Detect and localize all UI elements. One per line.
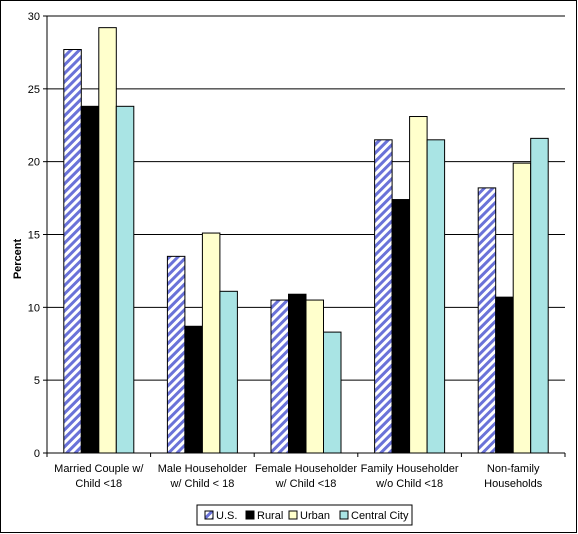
bar-u-s--1 xyxy=(166,255,186,454)
bar-central-city-4 xyxy=(530,137,549,454)
y-tick-label: 15 xyxy=(28,230,40,242)
bar-central-city-3 xyxy=(426,139,446,454)
legend-label: Central City xyxy=(351,510,409,522)
bar-rural-0 xyxy=(80,105,100,454)
bar-central-city-2 xyxy=(323,331,342,454)
y-tick-label: 0 xyxy=(34,448,40,460)
category-label: Married Couple w/ xyxy=(54,463,144,475)
legend-swatch-urban xyxy=(288,510,298,520)
bar-u-s--4 xyxy=(477,187,497,454)
bar-rural-1 xyxy=(184,325,203,454)
legend-label: Urban xyxy=(300,510,330,522)
bar-rural-3 xyxy=(391,199,411,454)
y-axis-title: Percent xyxy=(12,238,24,279)
category-label: w/ Child <18 xyxy=(275,478,337,490)
legend-swatch-u-s- xyxy=(204,510,214,520)
bar-urban-3 xyxy=(409,116,428,454)
legend-swatch-rural xyxy=(245,510,255,520)
legend: U.S. Rural Urban Central City xyxy=(196,504,413,526)
category-label: Child <18 xyxy=(75,478,122,490)
bar-rural-2 xyxy=(288,293,307,454)
y-tick-label: 5 xyxy=(34,375,40,387)
bar-u-s--0 xyxy=(63,49,82,454)
category-label: Female Householder xyxy=(255,463,357,475)
category-label: w/ Child < 18 xyxy=(169,478,234,490)
legend-label: U.S. xyxy=(216,510,237,522)
bar-urban-1 xyxy=(201,232,221,454)
bar-urban-4 xyxy=(512,162,532,454)
legend-swatch-central-city xyxy=(339,510,349,520)
category-labels: Married Couple w/Child <18 Male Household… xyxy=(54,463,543,490)
y-tick-label: 30 xyxy=(28,11,40,23)
bar-urban-0 xyxy=(98,27,117,454)
y-tick-label: 20 xyxy=(28,157,40,169)
y-tick-labels: 0 5 10 15 20 25 30 xyxy=(28,11,40,460)
y-tick-label: 25 xyxy=(28,84,40,96)
bar-u-s--3 xyxy=(374,139,393,454)
category-label: Households xyxy=(484,478,543,490)
category-label: Family Householder xyxy=(361,463,459,475)
y-tick-label: 10 xyxy=(28,302,40,314)
axes xyxy=(43,15,566,457)
legend-box xyxy=(196,504,413,526)
bars xyxy=(63,27,549,454)
bar-central-city-0 xyxy=(115,105,135,454)
bar-rural-4 xyxy=(495,296,514,454)
legend-label: Rural xyxy=(257,510,283,522)
category-label: w/o Child <18 xyxy=(375,478,443,490)
bar-urban-2 xyxy=(305,299,324,454)
bar-u-s--2 xyxy=(270,299,289,454)
category-label: Male Householder xyxy=(158,463,248,475)
bar-central-city-1 xyxy=(219,290,238,454)
category-label: Non-family xyxy=(487,463,540,475)
